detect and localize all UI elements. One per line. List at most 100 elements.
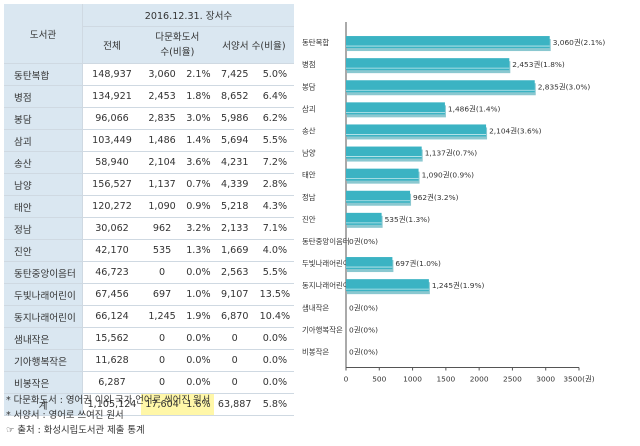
header-western: 서양서 수(비율) <box>213 26 294 64</box>
bar <box>346 279 429 292</box>
row-western-count-cell: 5,986 <box>213 107 256 130</box>
row-multi-count-cell: 2,835 <box>141 107 184 130</box>
row-western-count-cell: 0 <box>213 371 256 394</box>
bar <box>346 190 411 203</box>
category-label: 동탄복합 <box>302 38 329 47</box>
bar <box>346 58 510 71</box>
row-name-cell: 계 <box>4 393 83 416</box>
row-name-cell: 봉담 <box>4 107 83 130</box>
category-label: 봉담 <box>302 82 316 91</box>
category-label: 기아행복작은 <box>302 325 343 334</box>
row-western-pct-cell: 0.0% <box>255 349 294 372</box>
category-label: 비봉작은 <box>302 347 329 356</box>
row-name-cell: 정남 <box>4 217 83 240</box>
row-total-cell: 11,628 <box>82 349 141 372</box>
x-tick-label: 0 <box>344 375 349 384</box>
row-western-pct-cell: 7.2% <box>255 151 294 174</box>
row-total-cell: 6,287 <box>82 371 141 394</box>
table-row: 태안 120,272 1,090 0.9% 5,218 4.3% <box>4 195 294 218</box>
row-western-pct-cell: 10.4% <box>255 305 294 328</box>
bar <box>346 168 419 181</box>
row-multi-pct-cell: 0.0% <box>183 349 214 372</box>
row-western-pct-cell: 6.4% <box>255 85 294 108</box>
row-name-cell: 삼괴 <box>4 129 83 152</box>
category-label: 동지나래어린이 <box>302 281 350 290</box>
row-name-cell: 동탄중앙이음터 <box>4 261 83 284</box>
data-label: 962권(3.2%) <box>413 193 459 202</box>
bar <box>346 36 550 49</box>
row-name-cell: 병점 <box>4 85 83 108</box>
footnote-western: * 서양서 : 영어로 쓰여진 원서 <box>6 410 124 421</box>
bar-chart: 동탄복합 3,060권(2.1%) 병점 2,453권(1.8%) 봉담 2,835권(3… <box>302 22 605 384</box>
row-name-cell: 비봉작은 <box>4 371 83 394</box>
table-total-row: 계 1,105,124 17,604 1.6% 63,887 5.8% <box>4 393 294 416</box>
row-multi-count-cell: 0 <box>141 327 184 350</box>
row-western-count-cell: 6,870 <box>213 305 256 328</box>
row-multi-count-cell: 2,104 <box>141 151 184 174</box>
row-western-pct-cell: 0.0% <box>255 327 294 350</box>
table-row: 남양 156,527 1,137 0.7% 4,339 2.8% <box>4 173 294 196</box>
data-label: 2,835권(3.0%) <box>538 82 591 91</box>
row-name-cell: 태안 <box>4 195 83 218</box>
category-label: 남양 <box>302 149 316 158</box>
x-tick-label: 2500 <box>503 375 522 384</box>
category-label: 송산 <box>302 126 316 135</box>
row-total-cell: 46,723 <box>82 261 141 284</box>
category-label: 샘내작은 <box>302 303 329 312</box>
row-multi-pct-cell: 1.6% <box>183 393 214 416</box>
x-tick-label: 3000 <box>536 375 555 384</box>
row-total-cell: 30,062 <box>82 217 141 240</box>
row-total-cell: 156,527 <box>82 173 141 196</box>
table-row: 진안 42,170 535 1.3% 1,669 4.0% <box>4 239 294 262</box>
row-multi-count-cell: 3,060 <box>141 63 184 86</box>
row-western-count-cell: 0 <box>213 349 256 372</box>
row-multi-count-cell: 0 <box>141 261 184 284</box>
table-row: 삼괴 103,449 1,486 1.4% 5,694 5.5% <box>4 129 294 152</box>
bar <box>346 124 487 137</box>
row-multi-pct-cell: 0.0% <box>183 327 214 350</box>
x-tick-label: 1000 <box>403 375 422 384</box>
row-total-cell: 103,449 <box>82 129 141 152</box>
row-multi-count-cell: 2,453 <box>141 85 184 108</box>
bar <box>346 80 535 93</box>
row-western-pct-cell: 5.5% <box>255 261 294 284</box>
data-label: 1,137권(0.7%) <box>425 149 478 158</box>
row-name-cell: 송산 <box>4 151 83 174</box>
row-multi-pct-cell: 0.0% <box>183 261 214 284</box>
footnote-source: ☞ 출처 : 화성시립도서관 제출 통계 <box>6 425 145 436</box>
row-name-cell: 진안 <box>4 239 83 262</box>
header-group: 2016.12.31. 장서수 <box>82 4 294 27</box>
table-row: 비봉작은 6,287 0 0.0% 0 0.0% <box>4 371 294 394</box>
row-total-cell: 120,272 <box>82 195 141 218</box>
data-label: 0권(0%) <box>349 347 378 356</box>
bar <box>346 146 422 159</box>
row-name-cell: 동탄복합 <box>4 63 83 86</box>
table-body: 동탄복합 148,937 3,060 2.1% 7,425 5.0% 병점 134,921 2,… <box>4 63 294 416</box>
table-row: 병점 134,921 2,453 1.8% 8,652 6.4% <box>4 85 294 108</box>
row-multi-pct-cell: 1.4% <box>183 129 214 152</box>
row-name-cell: 남양 <box>4 173 83 196</box>
data-label: 0권(0%) <box>349 237 378 246</box>
row-western-count-cell: 63,887 <box>213 393 256 416</box>
category-label: 병점 <box>302 60 316 69</box>
row-western-pct-cell: 2.8% <box>255 173 294 196</box>
data-label: 0권(0%) <box>349 303 378 312</box>
stats-table: 도서관 2016.12.31. 장서수 전체 다문화도서 수(비율) 서양서 수… <box>4 4 294 416</box>
row-multi-pct-cell: 1.9% <box>183 305 214 328</box>
table-row: 봉담 96,066 2,835 3.0% 5,986 6.2% <box>4 107 294 130</box>
data-label: 0권(0%) <box>349 325 378 334</box>
data-label: 1,486권(1.4%) <box>448 104 501 113</box>
footnote-multicultural: * 다문화도서 : 영어권 이외 국가 언어로 씌어진 원서 <box>6 395 211 406</box>
row-western-count-cell: 8,652 <box>213 85 256 108</box>
x-tick-label: 3500(권) <box>563 375 594 384</box>
header-library: 도서관 <box>4 4 83 64</box>
row-multi-count-cell: 697 <box>141 283 184 306</box>
row-name-cell: 샘내작은 <box>4 327 83 350</box>
row-western-pct-cell: 4.0% <box>255 239 294 262</box>
row-multi-pct-cell: 1.0% <box>183 283 214 306</box>
row-western-pct-cell: 5.8% <box>255 393 294 416</box>
table-row: 샘내작은 15,562 0 0.0% 0 0.0% <box>4 327 294 350</box>
row-western-count-cell: 9,107 <box>213 283 256 306</box>
row-total-cell: 42,170 <box>82 239 141 262</box>
data-label: 2,453권(1.8%) <box>512 60 565 69</box>
